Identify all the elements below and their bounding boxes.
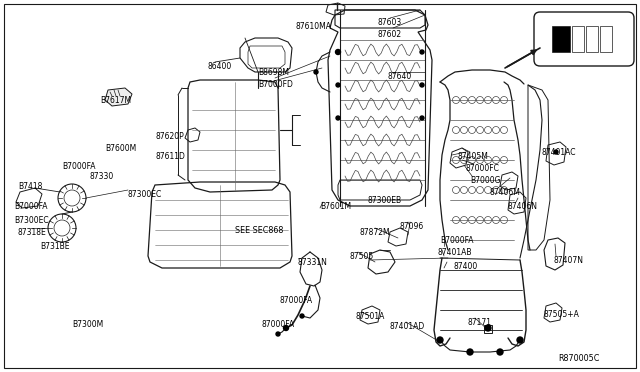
Text: 87640: 87640 bbox=[388, 72, 412, 81]
Circle shape bbox=[554, 150, 558, 154]
Circle shape bbox=[497, 349, 503, 355]
Text: 86400: 86400 bbox=[208, 62, 232, 71]
Text: 87610MA: 87610MA bbox=[296, 22, 332, 31]
Text: 87401AC: 87401AC bbox=[542, 148, 577, 157]
Circle shape bbox=[336, 116, 340, 120]
Text: 87401AD: 87401AD bbox=[390, 322, 425, 331]
Bar bbox=[600, 26, 612, 52]
Text: B7000FD: B7000FD bbox=[258, 80, 293, 89]
Text: 87505: 87505 bbox=[350, 252, 374, 261]
Text: 87000FA: 87000FA bbox=[280, 296, 313, 305]
Text: 87872M: 87872M bbox=[360, 228, 390, 237]
Circle shape bbox=[420, 50, 424, 54]
Text: SEE SEC868: SEE SEC868 bbox=[235, 226, 284, 235]
Text: B7000G: B7000G bbox=[470, 176, 500, 185]
FancyBboxPatch shape bbox=[534, 12, 634, 66]
Text: 87501A: 87501A bbox=[355, 312, 385, 321]
Text: 87602: 87602 bbox=[378, 30, 402, 39]
Text: B7300M: B7300M bbox=[72, 320, 103, 329]
Circle shape bbox=[284, 326, 289, 330]
Text: B7418: B7418 bbox=[18, 182, 42, 191]
Circle shape bbox=[485, 325, 491, 331]
Text: 87405M: 87405M bbox=[458, 152, 489, 161]
Circle shape bbox=[300, 314, 304, 318]
Text: 87505+A: 87505+A bbox=[544, 310, 580, 319]
Text: B8698M: B8698M bbox=[258, 68, 289, 77]
Polygon shape bbox=[105, 88, 132, 106]
Text: 87407N: 87407N bbox=[554, 256, 584, 265]
Bar bbox=[552, 26, 570, 52]
Text: B7600M: B7600M bbox=[105, 144, 136, 153]
Circle shape bbox=[335, 49, 340, 55]
Circle shape bbox=[336, 83, 340, 87]
Bar bbox=[586, 26, 598, 52]
Text: B7000FA: B7000FA bbox=[440, 236, 474, 245]
Text: 87300EB: 87300EB bbox=[368, 196, 402, 205]
Circle shape bbox=[276, 332, 280, 336]
Text: B7300EC: B7300EC bbox=[14, 216, 49, 225]
Text: 87000FC: 87000FC bbox=[466, 164, 500, 173]
Text: 87331N: 87331N bbox=[298, 258, 328, 267]
Text: 87330: 87330 bbox=[90, 172, 115, 181]
Text: 87406N: 87406N bbox=[508, 202, 538, 211]
Circle shape bbox=[420, 116, 424, 120]
Text: 87171: 87171 bbox=[468, 318, 492, 327]
Text: 87401AB: 87401AB bbox=[438, 248, 472, 257]
Circle shape bbox=[517, 337, 523, 343]
Text: 87620P: 87620P bbox=[155, 132, 184, 141]
Circle shape bbox=[467, 349, 473, 355]
Text: B7000FA: B7000FA bbox=[62, 162, 95, 171]
Text: 87318E: 87318E bbox=[18, 228, 47, 237]
Text: R870005C: R870005C bbox=[558, 354, 600, 363]
Text: 87300EC: 87300EC bbox=[128, 190, 163, 199]
Circle shape bbox=[420, 83, 424, 87]
Text: B731BE: B731BE bbox=[40, 242, 70, 251]
Text: 87406M: 87406M bbox=[490, 188, 521, 197]
Circle shape bbox=[437, 337, 443, 343]
Text: B7000FA: B7000FA bbox=[14, 202, 47, 211]
Circle shape bbox=[314, 70, 318, 74]
Text: 87000FA: 87000FA bbox=[262, 320, 295, 329]
Text: B7601M: B7601M bbox=[320, 202, 351, 211]
Text: B7617M: B7617M bbox=[100, 96, 131, 105]
Text: 87400: 87400 bbox=[454, 262, 478, 271]
Text: 87603: 87603 bbox=[378, 18, 403, 27]
Text: 87096: 87096 bbox=[400, 222, 424, 231]
Bar bbox=[572, 26, 584, 52]
Text: 87611D: 87611D bbox=[155, 152, 185, 161]
